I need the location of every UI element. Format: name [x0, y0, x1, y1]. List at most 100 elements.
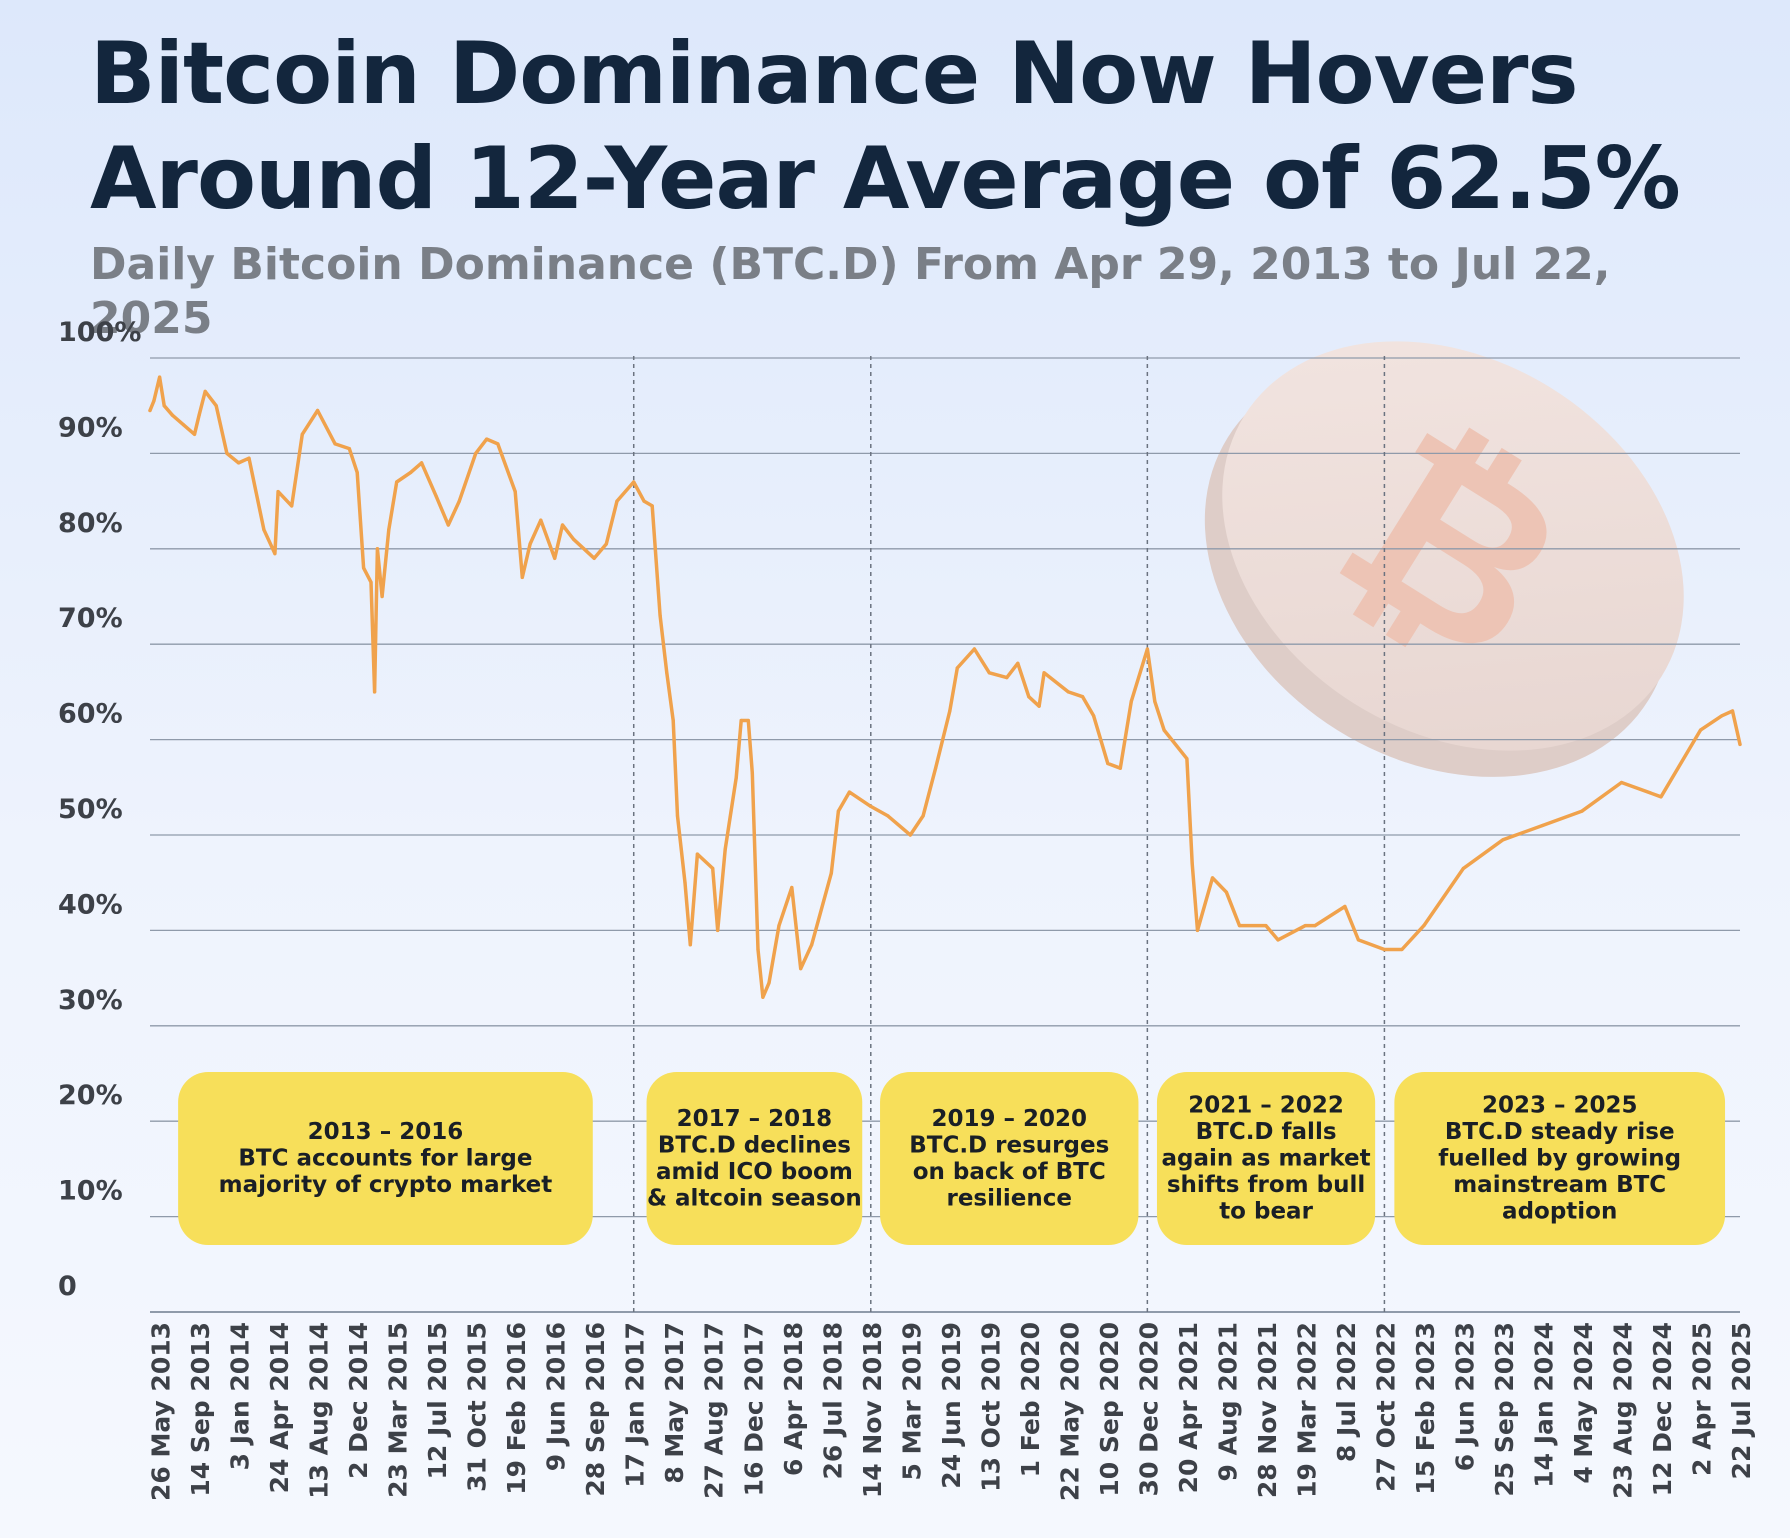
y-tick-label: 50% — [58, 794, 123, 825]
data-point — [474, 451, 478, 455]
data-point — [276, 490, 280, 494]
data-point — [1659, 795, 1663, 799]
data-point — [290, 504, 294, 508]
x-tick-label: 23 Mar 2015 — [384, 1322, 413, 1498]
data-point — [1461, 866, 1465, 871]
data-point — [539, 518, 543, 522]
x-tick-label: 15 Feb 2023 — [1411, 1322, 1440, 1495]
x-tick-label: 10 Sep 2020 — [1095, 1322, 1124, 1497]
y-tick-label: 30% — [58, 985, 123, 1016]
data-point — [1027, 695, 1031, 699]
chart-title: Bitcoin Dominance Now Hovers Around 12-Y… — [90, 24, 1681, 229]
annotation-text: shifts from bull — [1167, 1172, 1365, 1198]
data-point — [756, 947, 760, 952]
annotation-text: BTC.D falls — [1196, 1119, 1337, 1145]
y-tick-label: 10% — [58, 1176, 123, 1207]
x-tick-label: 9 Jun 2016 — [542, 1322, 571, 1471]
data-point — [1264, 924, 1268, 928]
x-tick-label: 27 Aug 2017 — [700, 1322, 729, 1499]
annotation-text: resilience — [946, 1185, 1072, 1211]
data-point — [1210, 876, 1215, 880]
data-point — [675, 814, 680, 818]
data-point — [671, 718, 675, 723]
annotation-text: BTC.D steady rise — [1445, 1119, 1675, 1145]
data-point — [395, 480, 399, 484]
x-tick-label: 28 Nov 2021 — [1253, 1322, 1282, 1498]
data-point — [369, 580, 373, 584]
data-point — [1016, 661, 1020, 665]
data-point — [158, 375, 162, 379]
x-tick-label: 25 Sep 2023 — [1490, 1322, 1519, 1497]
annotation-text: again as market — [1162, 1146, 1371, 1172]
data-point — [777, 924, 781, 928]
data-point — [237, 461, 241, 465]
data-point — [148, 408, 152, 413]
data-point — [650, 504, 654, 508]
x-tick-label: 28 Sep 2016 — [581, 1322, 610, 1497]
data-point — [761, 995, 765, 999]
data-point — [1343, 904, 1347, 909]
data-point — [734, 776, 738, 780]
data-point — [1195, 928, 1200, 933]
data-point — [921, 814, 925, 818]
data-point — [1190, 862, 1194, 866]
data-point — [934, 766, 938, 770]
x-tick-label: 8 May 2017 — [660, 1322, 689, 1484]
y-axis-ticks: 0 10% 20% 30% 40% 50% 60% 70% 80% 90% 100% — [58, 317, 141, 1302]
data-point — [1092, 714, 1096, 718]
data-point — [347, 447, 351, 451]
x-tick-label: 24 Jun 2019 — [937, 1322, 966, 1489]
x-tick-label: 12 Jul 2015 — [423, 1322, 452, 1479]
data-point — [409, 470, 413, 475]
annotation-text: amid ICO boom — [656, 1159, 853, 1185]
data-point — [375, 547, 379, 551]
data-point — [847, 790, 852, 794]
x-tick-label: 26 May 2013 — [147, 1322, 176, 1501]
x-tick-label: 14 Jan 2024 — [1529, 1322, 1558, 1488]
data-point — [987, 671, 991, 675]
x-axis-ticks: 26 May 2013 14 Sep 2013 3 Jan 2014 24 Apr 2… — [147, 1322, 1756, 1501]
x-tick-label: 31 Oct 2015 — [463, 1322, 492, 1492]
data-point — [1720, 714, 1724, 718]
annotation-text: on back of BTC — [913, 1159, 1106, 1185]
annotation-background — [1394, 1072, 1726, 1245]
y-tick-label: 90% — [58, 412, 123, 443]
annotation-period: 2021 – 2022 — [1188, 1093, 1344, 1119]
data-point — [197, 413, 201, 417]
data-point — [1237, 924, 1242, 928]
x-tick-label: 19 Feb 2016 — [502, 1322, 531, 1495]
data-point — [162, 404, 166, 408]
data-point — [750, 771, 754, 775]
data-point — [1042, 671, 1046, 675]
data-point — [333, 442, 337, 446]
data-point — [886, 814, 890, 818]
data-point — [1153, 699, 1157, 704]
data-point — [170, 413, 174, 417]
x-tick-label: 1 Feb 2020 — [1016, 1322, 1045, 1477]
data-point — [642, 499, 646, 503]
data-point — [665, 671, 669, 675]
data-point — [434, 494, 438, 498]
x-tick-label: 13 Oct 2019 — [976, 1322, 1005, 1492]
data-point — [520, 575, 524, 580]
data-point — [767, 981, 771, 985]
data-point — [1303, 924, 1307, 928]
bitcoin-coin-icon: ₿ — [1204, 341, 1684, 777]
annotation-text: adoption — [1502, 1199, 1617, 1225]
y-tick-label: 60% — [58, 699, 123, 730]
annotation-background — [1156, 1072, 1376, 1245]
data-point — [1129, 699, 1133, 704]
x-tick-label: 4 May 2024 — [1569, 1322, 1598, 1484]
data-point — [723, 847, 727, 851]
data-point — [457, 499, 461, 503]
data-point — [1162, 728, 1166, 732]
data-point — [1276, 938, 1280, 942]
x-tick-label: 14 Sep 2013 — [186, 1322, 215, 1497]
data-point — [485, 437, 489, 441]
x-tick-label: 30 Dec 2020 — [1134, 1322, 1163, 1496]
data-point — [683, 881, 687, 885]
